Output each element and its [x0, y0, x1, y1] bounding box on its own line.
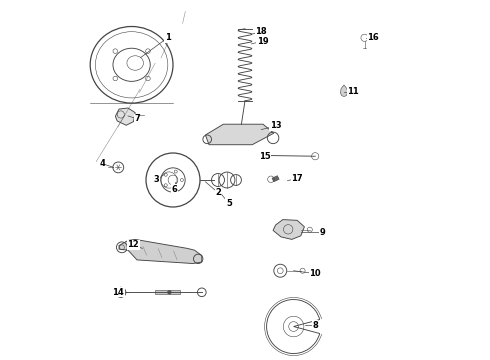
Polygon shape — [341, 85, 347, 96]
Text: 14: 14 — [112, 288, 124, 297]
Text: 4: 4 — [100, 159, 106, 168]
Text: 19: 19 — [257, 37, 269, 46]
Polygon shape — [264, 153, 269, 160]
Text: 3: 3 — [154, 175, 160, 184]
Text: 15: 15 — [259, 152, 270, 161]
Polygon shape — [205, 124, 274, 145]
Polygon shape — [273, 220, 304, 239]
Text: 5: 5 — [226, 199, 232, 208]
Polygon shape — [116, 108, 135, 125]
Text: 11: 11 — [347, 87, 359, 96]
Text: 17: 17 — [292, 174, 303, 183]
Text: 2: 2 — [215, 188, 221, 197]
Text: 10: 10 — [309, 269, 321, 278]
Circle shape — [168, 291, 171, 294]
Text: 1: 1 — [165, 33, 171, 42]
Polygon shape — [272, 176, 279, 182]
Text: 16: 16 — [367, 33, 379, 42]
Text: 8: 8 — [312, 320, 318, 330]
Text: 18: 18 — [255, 27, 267, 36]
Text: 9: 9 — [319, 228, 325, 237]
Text: 7: 7 — [134, 114, 140, 123]
Polygon shape — [119, 239, 202, 264]
FancyBboxPatch shape — [155, 290, 180, 294]
Text: 6: 6 — [172, 184, 178, 194]
Text: 12: 12 — [127, 240, 139, 249]
Text: 13: 13 — [270, 122, 281, 130]
